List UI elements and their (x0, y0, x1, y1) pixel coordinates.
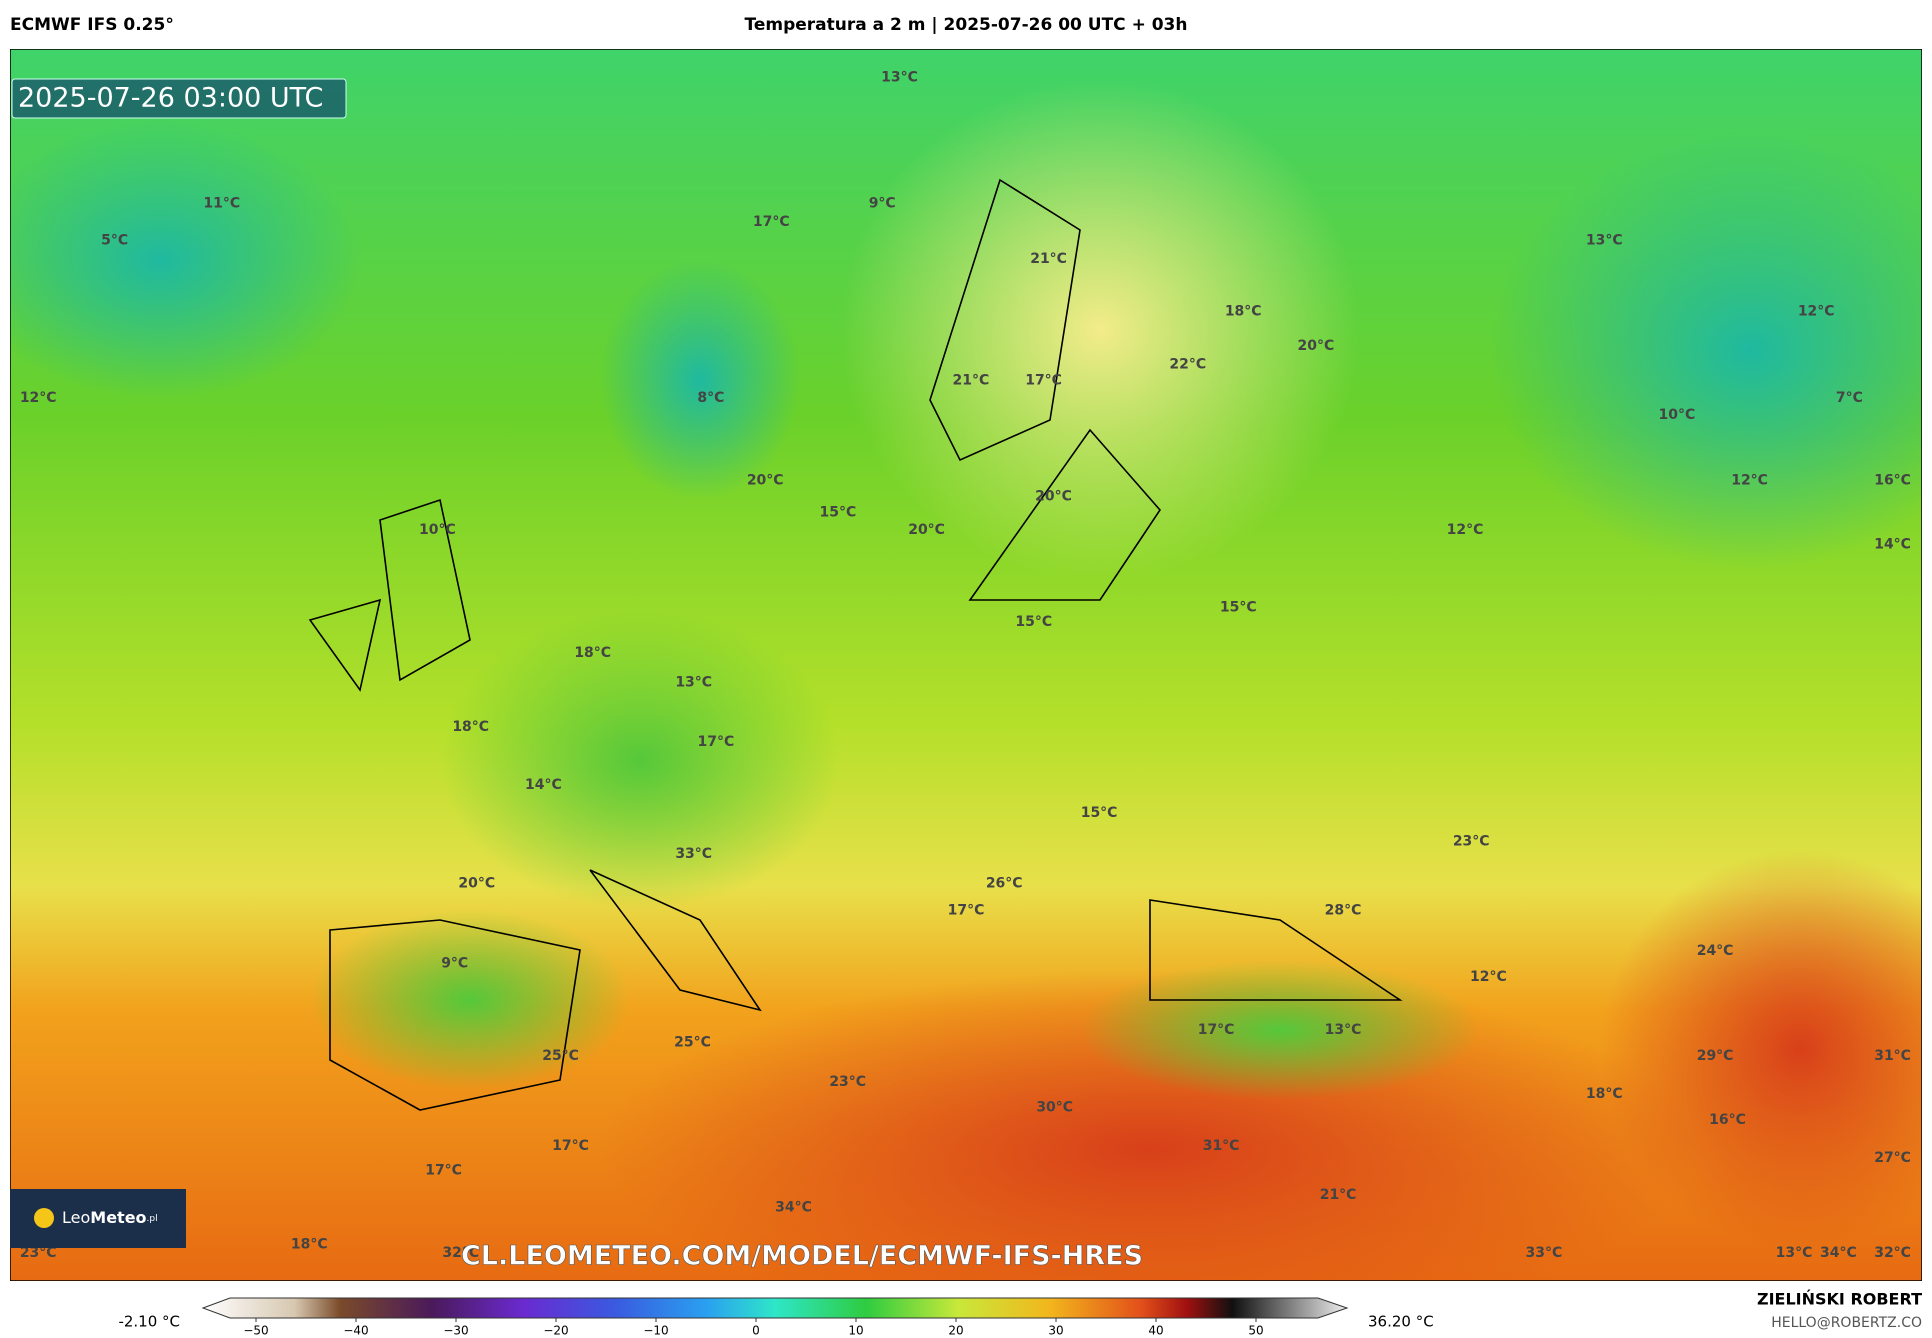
temperature-label: 13°C (1586, 232, 1623, 248)
temperature-label: 5°C (101, 232, 128, 248)
temperature-labels: 13°C 11°C 5°C 17°C 9°C 21°C 13°C 12°C 18°C 20°C 22… (20, 70, 1911, 1261)
temperature-label: 18°C (1225, 304, 1262, 320)
temperature-label: 18°C (574, 645, 611, 661)
temperature-label: 23°C (1453, 834, 1490, 850)
temperature-label: 11°C (203, 195, 240, 211)
temperature-label: 20°C (1035, 489, 1072, 505)
temperature-label: 21°C (1320, 1187, 1357, 1203)
temperature-label: 17°C (1198, 1022, 1235, 1038)
temperature-label: 16°C (1874, 473, 1911, 489)
temperature-label: 9°C (869, 195, 896, 211)
temperature-label: 21°C (953, 373, 990, 389)
temperature-label: 15°C (1015, 614, 1052, 630)
contact: HELLO@ROBERTZ.CO (1771, 1315, 1922, 1331)
temperature-label: 13°C (1776, 1245, 1813, 1261)
colorbar-tick-label: 0 (752, 1324, 760, 1338)
temperature-label: 25°C (674, 1034, 711, 1050)
temperature-label: 9°C (441, 956, 468, 972)
colorbar-tick-label: −20 (543, 1324, 568, 1338)
temperature-label: 12°C (1731, 473, 1768, 489)
legend-max: 36.20 °C (1368, 1313, 1434, 1331)
temperature-label: 14°C (525, 777, 562, 793)
map-title: Temperatura a 2 m | 2025-07-26 00 UTC + … (745, 15, 1188, 35)
temperature-label: 18°C (1586, 1086, 1623, 1102)
temperature-label: 24°C (1697, 943, 1734, 959)
temperature-label: 20°C (747, 473, 784, 489)
temperature-label: 25°C (542, 1048, 579, 1064)
temperature-label: 17°C (1025, 373, 1062, 389)
legend-min: -2.10 °C (118, 1313, 180, 1331)
colorbar-tick-label: −30 (443, 1324, 468, 1338)
colorbar-tick-label: −50 (243, 1324, 268, 1338)
temperature-label: 12°C (1447, 522, 1484, 538)
temperature-label: 18°C (291, 1237, 328, 1253)
temperature-label: 13°C (675, 675, 712, 691)
temperature-label: 33°C (675, 846, 712, 862)
temperature-label: 14°C (1874, 537, 1911, 553)
author: ZIELIŃSKI ROBERT (1757, 1290, 1922, 1309)
source-url: CL.LEOMETEO.COM/MODEL/ECMWF-IFS-HRES (461, 1241, 1143, 1272)
temperature-label: 32°C (442, 1245, 479, 1261)
temperature-label: 12°C (20, 390, 57, 406)
timestamp: 2025-07-26 03:00 UTC (18, 83, 323, 114)
model-name: ECMWF IFS 0.25° (10, 15, 174, 35)
temperature-label: 8°C (697, 390, 724, 406)
temperature-label: 23°C (829, 1074, 866, 1090)
temperature-label: 33°C (1526, 1245, 1563, 1261)
temperature-label: 17°C (552, 1138, 589, 1154)
temperature-label: 10°C (1659, 407, 1696, 423)
colorbar-ticks: −50 −40 −30 −20 −10 0 10 20 30 40 50 (243, 1318, 1264, 1338)
temperature-label: 20°C (458, 875, 495, 891)
colorbar-tick-label: 50 (1248, 1324, 1263, 1338)
logo: LeoMeteo.pl (62, 1208, 158, 1227)
temperature-label: 7°C (1836, 390, 1863, 406)
temperature-label: 34°C (1820, 1245, 1857, 1261)
colorbar-tick-label: 10 (848, 1324, 863, 1338)
temperature-label: 10°C (419, 522, 456, 538)
temperature-label: 29°C (1697, 1048, 1734, 1064)
colorbar-tick-label: 30 (1048, 1324, 1063, 1338)
temperature-label: 18°C (452, 719, 489, 735)
temperature-label: 17°C (425, 1163, 462, 1179)
temperature-label: 26°C (986, 875, 1023, 891)
temperature-label: 21°C (1030, 251, 1067, 267)
temperature-label: 20°C (1298, 338, 1335, 354)
logo-sun (34, 1208, 54, 1228)
temperature-label: 12°C (1798, 304, 1835, 320)
temperature-label: 22°C (1169, 357, 1206, 373)
temperature-label: 28°C (1325, 903, 1362, 919)
temperature-label: 15°C (820, 505, 857, 521)
temperature-label: 17°C (753, 214, 790, 230)
temperature-label: 13°C (881, 70, 918, 86)
temperature-label: 32°C (1874, 1245, 1911, 1261)
colorbar-tick-label: 20 (948, 1324, 963, 1338)
temperature-label: 17°C (698, 734, 735, 750)
temperature-label: 30°C (1036, 1100, 1073, 1116)
temperature-label: 34°C (775, 1200, 812, 1216)
temperature-label: 27°C (1874, 1150, 1911, 1166)
timestamp-box (11, 78, 347, 119)
temperature-label: 16°C (1709, 1112, 1746, 1128)
temperature-label: 13°C (1325, 1022, 1362, 1038)
temperature-label: 31°C (1203, 1138, 1240, 1154)
colorbar-tick-label: 40 (1148, 1324, 1163, 1338)
temperature-label: 23°C (20, 1245, 57, 1261)
temperature-label: 12°C (1470, 969, 1507, 985)
map (10, 49, 1922, 1281)
temperature-label: 15°C (1081, 805, 1118, 821)
colorbar-tick-label: −40 (343, 1324, 368, 1338)
temperature-label: 17°C (948, 903, 985, 919)
temperature-label: 20°C (908, 522, 945, 538)
colorbar (201, 1297, 1349, 1319)
temperature-label: 15°C (1220, 599, 1257, 615)
temperature-label: 31°C (1874, 1048, 1911, 1064)
colorbar-tick-label: −10 (643, 1324, 668, 1338)
